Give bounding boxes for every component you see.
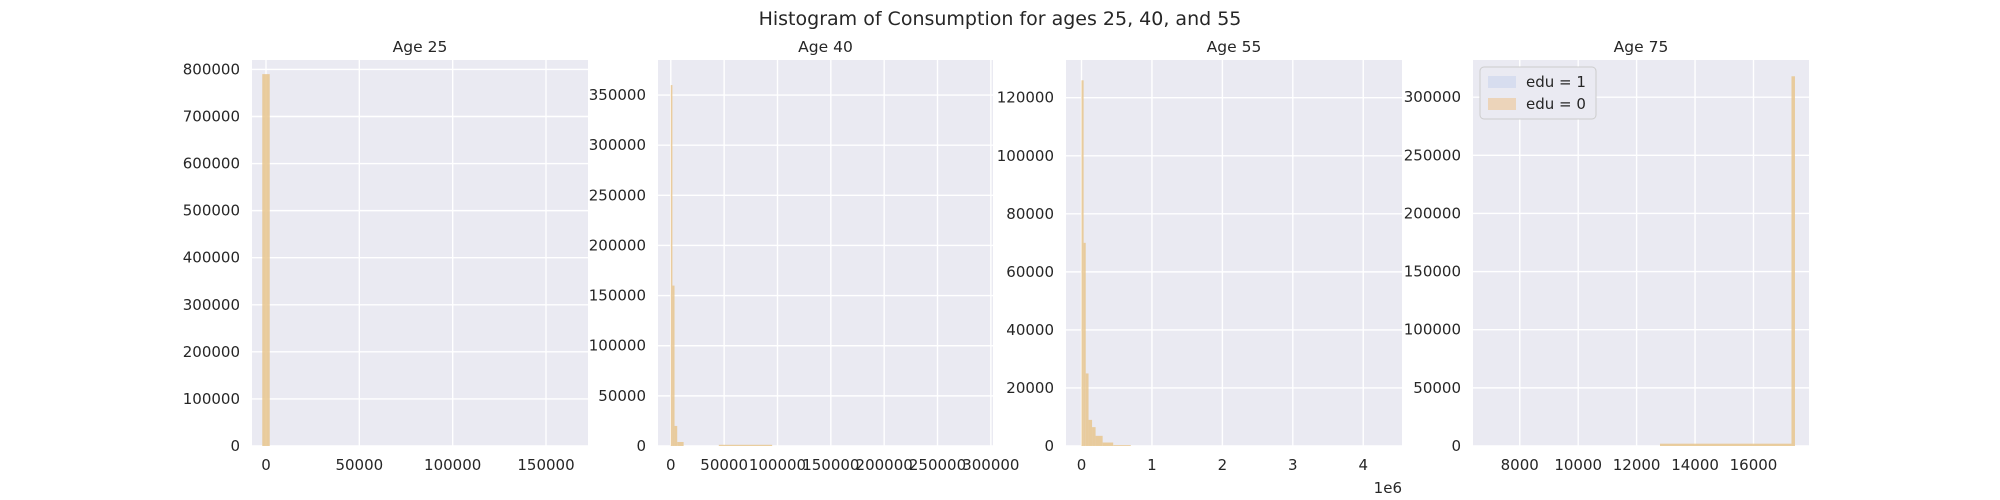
panel-title: Age 40 <box>798 38 853 56</box>
y-tick-label: 300000 <box>1404 88 1461 106</box>
y-tick-label: 0 <box>1044 437 1054 455</box>
panel-1: Age 25 0 50000 100000 150000 0 100000 200000 300… <box>183 38 588 474</box>
histogram-bar <box>677 441 684 446</box>
x-tick-label: 150000 <box>517 456 574 474</box>
x-tick-label: 12000 <box>1613 456 1661 474</box>
y-tick-label: 150000 <box>589 287 646 305</box>
x-tick-label: 100000 <box>749 456 806 474</box>
legend-swatch <box>1488 76 1516 88</box>
histogram-bar <box>262 74 270 446</box>
legend: edu = 1 edu = 0 <box>1479 66 1597 120</box>
histogram-bar <box>1092 427 1096 446</box>
histogram-bar <box>1081 80 1084 446</box>
histogram-bar <box>1085 373 1089 446</box>
chart-panels: Age 250 50000 100000 1500000100000200000300… <box>183 38 1809 497</box>
x-tick-label: 300000 <box>962 456 1019 474</box>
y-tick-label: 100000 <box>1404 321 1461 339</box>
x-tick-label: 150000 <box>802 456 859 474</box>
y-tick-label: 50000 <box>1413 379 1461 397</box>
y-tick-label: 300000 <box>589 136 646 154</box>
panel-title: Age 55 <box>1207 38 1262 56</box>
x-tick-label: 200000 <box>856 456 913 474</box>
y-tick-label: 0 <box>1451 437 1461 455</box>
x-tick-label: 3 <box>1288 456 1298 474</box>
histogram-bar <box>1083 242 1086 446</box>
y-tick-label: 120000 <box>997 89 1054 107</box>
x-tick-label: 0 <box>261 456 271 474</box>
histogram-bar <box>670 85 673 446</box>
y-tick-label: 500000 <box>183 202 240 220</box>
y-tick-label: 150000 <box>1404 263 1461 281</box>
y-tick-label: 800000 <box>183 60 240 78</box>
x-tick-label: 0 <box>666 456 676 474</box>
plot-area <box>658 60 993 446</box>
y-tick-label: 350000 <box>589 86 646 104</box>
y-tick-label: 60000 <box>1006 263 1054 281</box>
y-tick-label: 0 <box>636 437 646 455</box>
panel-title: Age 75 <box>1614 38 1669 56</box>
y-tick-label: 250000 <box>589 186 646 204</box>
legend-label: edu = 1 <box>1526 73 1586 91</box>
x-tick-label: 250000 <box>909 456 966 474</box>
y-tick-label: 600000 <box>183 155 240 173</box>
histogram-bar <box>672 285 675 446</box>
y-tick-label: 40000 <box>1006 321 1054 339</box>
y-tick-label: 200000 <box>589 236 646 254</box>
y-tick-label: 200000 <box>1404 204 1461 222</box>
y-tick-label: 100000 <box>589 337 646 355</box>
histogram-bar <box>674 425 678 446</box>
panel-3: Age 55 0 1 2 3 4 0 20000 40000 60000 80000 100000 12… <box>997 38 1402 497</box>
histogram-bar <box>1095 435 1103 446</box>
plot-area <box>252 60 588 446</box>
histogram-bar <box>1791 76 1795 447</box>
x-offset-label: 1e6 <box>1374 479 1402 497</box>
y-tick-label: 200000 <box>183 343 240 361</box>
x-tick-label: 10000 <box>1554 456 1602 474</box>
legend-label: edu = 0 <box>1526 95 1586 113</box>
y-tick-label: 20000 <box>1006 379 1054 397</box>
x-tick-label: 1 <box>1147 456 1157 474</box>
plot-area <box>1066 60 1402 446</box>
histogram-bar <box>1102 442 1114 446</box>
x-tick-label: 8000 <box>1501 456 1539 474</box>
x-tick-label: 2 <box>1218 456 1228 474</box>
histogram-bar <box>1659 443 1792 446</box>
y-tick-label: 80000 <box>1006 205 1054 223</box>
y-tick-label: 300000 <box>183 296 240 314</box>
histogram-bar <box>1113 445 1131 446</box>
x-tick-label: 4 <box>1358 456 1368 474</box>
y-tick-label: 250000 <box>1404 146 1461 164</box>
panel-4: Age 75 8000 10000 12000 14000 16000 0 50000 1000… <box>1404 38 1809 474</box>
y-tick-label: 400000 <box>183 249 240 267</box>
panel-title: Age 25 <box>393 38 448 56</box>
figure-suptitle: Histogram of Consumption for ages 25, 40… <box>759 8 1242 30</box>
x-tick-label: 0 <box>1077 456 1087 474</box>
y-tick-label: 100000 <box>997 147 1054 165</box>
x-tick-label: 100000 <box>424 456 481 474</box>
y-tick-label: 700000 <box>183 107 240 125</box>
y-tick-label: 50000 <box>598 387 646 405</box>
x-tick-label: 14000 <box>1671 456 1719 474</box>
x-tick-label: 50000 <box>700 456 748 474</box>
y-tick-label: 100000 <box>183 390 240 408</box>
x-tick-label: 50000 <box>335 456 383 474</box>
y-tick-label: 0 <box>230 437 240 455</box>
histogram-bar <box>718 444 773 446</box>
panel-2: Age 400 50000 1000001500002000002500003000… <box>589 38 1020 474</box>
x-tick-label: 16000 <box>1730 456 1778 474</box>
histogram-bar <box>1088 419 1093 446</box>
legend-swatch <box>1488 98 1516 110</box>
